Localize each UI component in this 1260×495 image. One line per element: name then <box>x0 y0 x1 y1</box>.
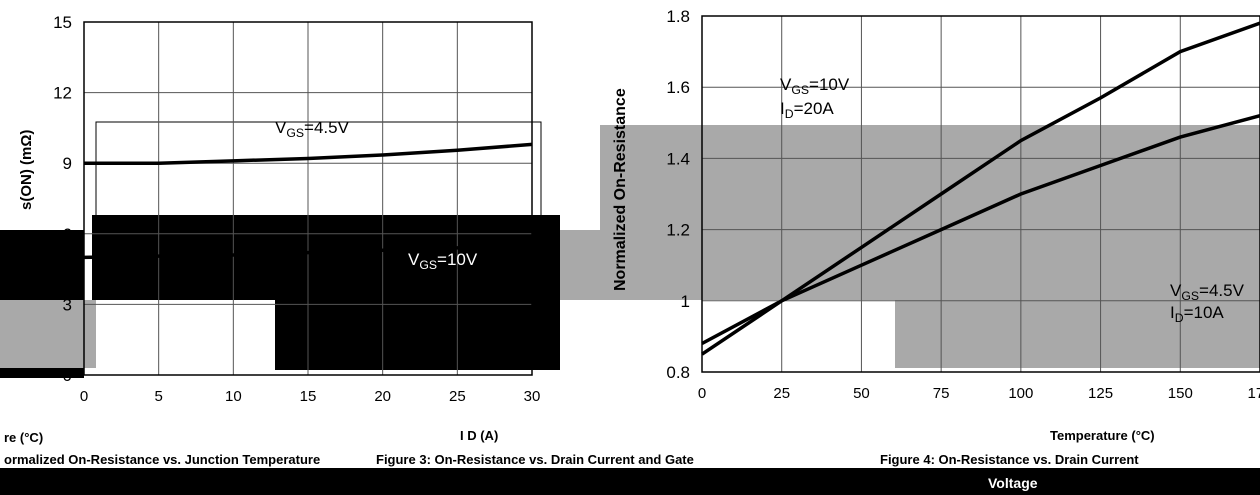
caption-3: Figure 4: On-Resistance vs. Drain Curren… <box>880 452 1139 467</box>
y-tick-label: 1.4 <box>666 149 690 168</box>
y-tick-label: 6 <box>63 225 72 244</box>
annotation-vgs-10v: VGS=10V <box>408 250 478 272</box>
y-tick-label: 3 <box>63 295 72 314</box>
x-tick-label: 0 <box>80 388 88 405</box>
overlay-band-gray <box>0 300 96 368</box>
caption-2: Figure 3: On-Resistance vs. Drain Curren… <box>376 452 694 467</box>
chart-rnorm-vs-temp: 0 25 50 75 100 125 150 175 0.8 1 1.2 1.4 1.6 1.8 VGS=… <box>560 0 1260 420</box>
x-tick-label: 5 <box>154 388 162 405</box>
right-y-axis-label: Normalized On-Resistance <box>612 88 629 292</box>
chart-rnorm-vs-temp-svg: 0 25 50 75 100 125 150 175 0.8 1 1.2 1.4 1.6 1.8 VGS=… <box>560 7 1260 402</box>
series-line-0 <box>84 142 533 165</box>
y-tick-label: 1.2 <box>666 221 690 240</box>
x-tick-label: 30 <box>524 388 541 405</box>
x-tick-label: 15 <box>300 388 317 405</box>
x-tick-label: 20 <box>374 388 391 405</box>
x-tick-label: 25 <box>773 385 790 402</box>
series-line-0 <box>701 21 1260 356</box>
x-tick-label: 50 <box>853 385 870 402</box>
plot-frame <box>701 15 1260 373</box>
annotation-id-10a-line2: ID=10A <box>1170 303 1224 325</box>
annotation-id-20a-line2: ID=20A <box>780 99 834 121</box>
x-tick-label: 75 <box>933 385 950 402</box>
y-tick-label: 1 <box>681 292 690 311</box>
y-tick-label: 1.8 <box>666 7 690 26</box>
y-tick-label: 0.8 <box>666 363 690 382</box>
mid-x-axis-label: I D (A) <box>460 428 499 443</box>
annotation-vgs-10v-line1: VGS=10V <box>780 75 850 97</box>
y-tick-label: 1.6 <box>666 78 690 97</box>
caption-voltage: Voltage <box>988 475 1038 491</box>
x-tick-label: 100 <box>1008 385 1033 402</box>
x-tick-label: 125 <box>1088 385 1113 402</box>
overlay-band-bottom <box>0 468 1260 495</box>
x-tick-label: 175 <box>1247 385 1260 402</box>
y-tick-label: 12 <box>53 84 72 103</box>
y-tick-label: 15 <box>53 13 72 32</box>
annotation-vgs-4-5v: VGS=4.5V <box>275 118 350 140</box>
left-y-axis-label: s(ON) (mΩ) <box>18 129 35 211</box>
y-tick-label: 9 <box>63 154 72 173</box>
y-tick-label: 0 <box>63 366 72 385</box>
plot-frame <box>83 21 533 376</box>
x-tick-label: 25 <box>449 388 466 405</box>
left-partial-x-label: re (°C) <box>4 430 44 445</box>
annotation-vgs-4-5v-line1: VGS=4.5V <box>1170 281 1245 303</box>
x-tick-label: 10 <box>225 388 242 405</box>
chart-rdson-vs-id: 0 5 10 15 20 25 30 0 3 6 9 12 15 VGS=4.5V VGS=10V <box>0 0 725 420</box>
x-tick-label: 0 <box>698 385 706 402</box>
series-line-1 <box>701 113 1260 346</box>
right-x-axis-label: Temperature (°C) <box>1050 428 1155 443</box>
caption-1: ormalized On-Resistance vs. Junction Tem… <box>4 452 321 467</box>
x-tick-label: 150 <box>1168 385 1193 402</box>
series-line-1 <box>83 243 533 260</box>
